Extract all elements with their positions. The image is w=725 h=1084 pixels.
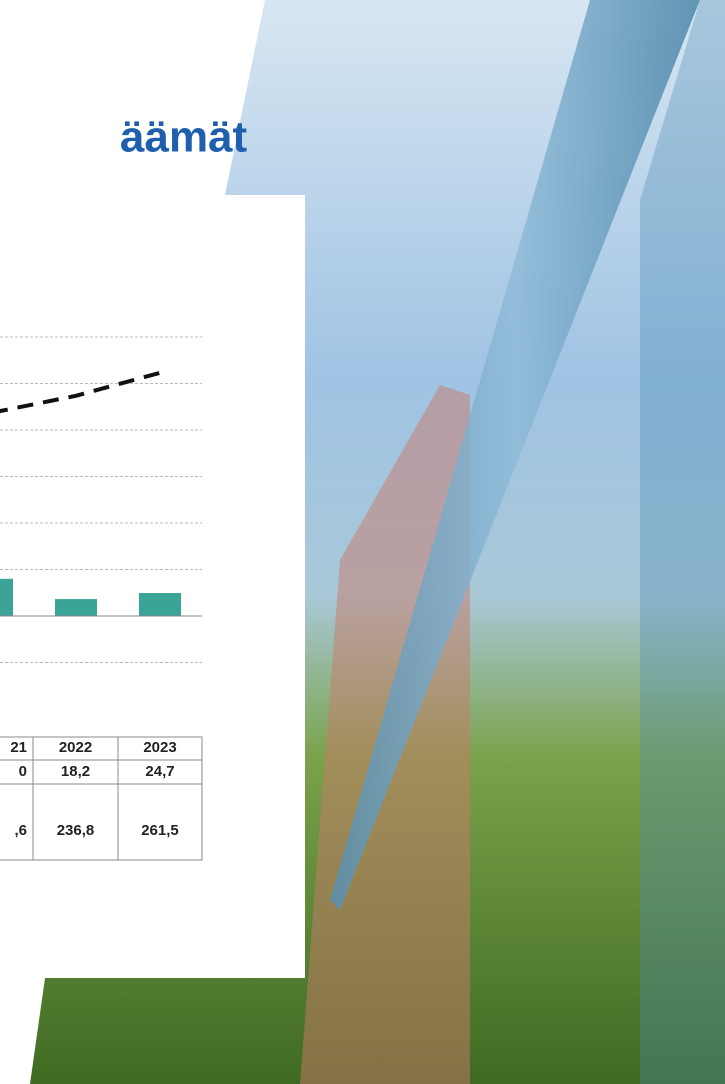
bar: [55, 599, 97, 616]
slide-title: äämät: [120, 113, 248, 162]
table-cell: 2022: [59, 739, 92, 756]
table-border: [0, 736, 203, 861]
table-cell: 2023: [143, 739, 176, 756]
table-cell: ,6: [14, 822, 27, 839]
white-panel: [0, 0, 305, 1084]
table-cell: 236,8: [57, 822, 95, 839]
table-cell: 18,2: [61, 763, 90, 780]
table: 21 2022 2023 0 18,2 24,7 ,6 236,8 261,5: [0, 736, 203, 861]
table-cell: 261,5: [141, 822, 179, 839]
line-series: [0, 370, 161, 414]
table-cell: 24,7: [145, 763, 174, 780]
table-cell: 0: [19, 763, 27, 780]
chart: [0, 336, 202, 663]
table-cell: 21: [10, 739, 27, 756]
bar: [0, 578, 13, 616]
glass-facade: [330, 0, 700, 910]
glass-reflection: [640, 0, 725, 1084]
bar: [139, 593, 181, 616]
